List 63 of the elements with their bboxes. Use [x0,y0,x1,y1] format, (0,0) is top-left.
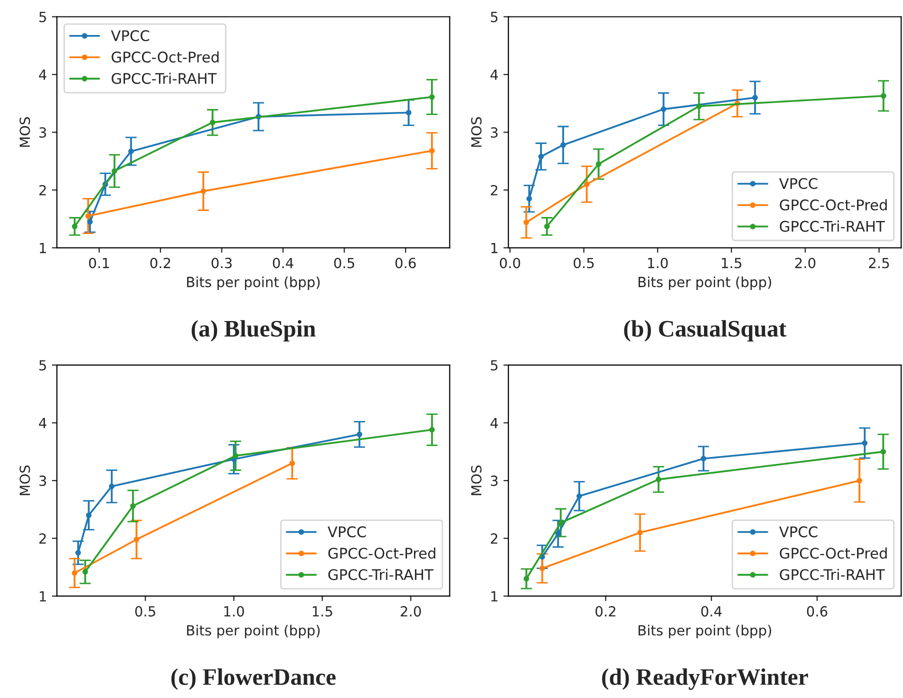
legend-label: VPCC [328,526,366,538]
y-tick-label: 3 [39,476,46,486]
x-tick-label: 0.6 [395,258,416,268]
y-tick-label: 5 [490,12,498,22]
x-tick-label: 1.5 [722,258,742,268]
x-tick-label: 1.0 [224,606,244,617]
y-tick-label: 3 [490,127,498,138]
y-tick-label: 2 [39,533,46,544]
legend-label: VPCC [779,526,818,538]
x-tick-label: 0.2 [150,258,170,268]
y-axis-title: MOS [471,117,482,147]
x-axis-title: Bits per point (bpp) [187,624,320,638]
x-tick-label: 0.6 [807,606,828,617]
x-tick-label: 1.5 [312,606,332,617]
x-tick-label: 0.5 [135,606,156,617]
y-tick-label: 2 [490,185,498,196]
text: (c) FlowerDance [171,668,336,690]
y-axis-title: MOS [20,117,30,147]
y-tick-label: 5 [39,360,46,371]
text: (b) CasualSquat [624,320,786,342]
x-tick-label: 0.0 [500,258,520,268]
text: (a) BlueSpin [192,320,316,342]
legend-label: GPCC-Tri-RAHT [328,568,434,580]
x-tick-label: 1.0 [648,258,668,268]
x-tick-label: 2.0 [795,258,816,268]
x-tick-label: 0.1 [89,258,109,268]
legend-label: GPCC-Oct-Pred [780,547,887,559]
y-tick-label: 3 [39,127,46,138]
legend-label: VPCC [779,178,818,190]
x-axis-title: Bits per point (bpp) [638,276,772,290]
x-tick-label: 0.5 [574,258,594,268]
x-tick-label: 0.4 [272,258,294,268]
legend-label: GPCC-Tri-RAHT [112,72,217,84]
legend-label: GPCC-Oct-Pred [780,199,887,210]
y-axis-title: MOS [471,465,482,496]
y-tick-label: 5 [39,12,46,22]
y-tick-label: 5 [490,360,498,371]
y-tick-label: 4 [39,418,46,428]
y-tick-label: 1 [40,591,46,602]
x-axis-title: Bits per point (bpp) [187,276,320,290]
y-tick-label: 1 [491,591,498,602]
legend-label: GPCC-Tri-RAHT [780,568,885,580]
x-tick-label: 0.3 [212,258,232,268]
legend-label: GPCC-Oct-Pred [112,51,219,63]
y-axis-title: MOS [20,465,30,496]
text: (d) ReadyForWinter [602,668,808,690]
y-tick-label: 4 [490,418,498,428]
legend-label: GPCC-Tri-RAHT [780,220,885,232]
y-tick-label: 2 [39,185,46,196]
x-tick-label: 0.5 [334,258,354,268]
y-tick-label: 3 [490,476,498,486]
y-tick-label: 1 [40,242,46,254]
x-axis-title: Bits per point (bpp) [638,624,772,638]
x-tick-label: 0.2 [596,606,616,617]
y-tick-label: 4 [39,70,46,80]
legend-label: VPCC [110,30,150,42]
y-tick-label: 2 [490,533,498,544]
legend-label: GPCC-Oct-Pred [328,547,436,559]
x-tick-label: 2.0 [400,606,421,617]
y-tick-label: 4 [490,70,498,80]
x-tick-label: 0.4 [701,606,722,617]
x-tick-label: 2.5 [869,258,889,268]
y-tick-label: 1 [491,242,498,254]
